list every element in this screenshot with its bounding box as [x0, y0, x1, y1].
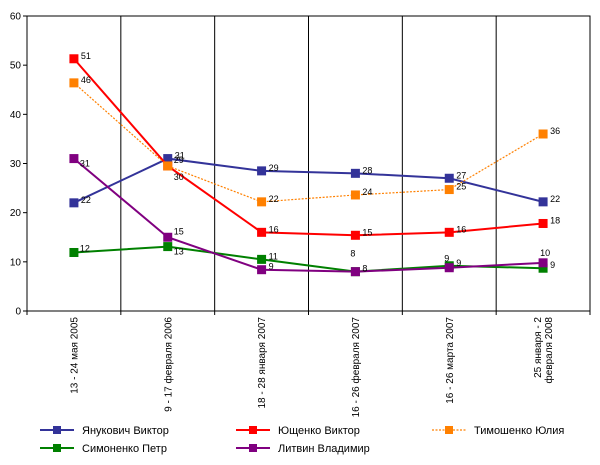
data-label: 8: [350, 249, 355, 259]
data-label: 29: [269, 163, 279, 173]
data-label: 9: [444, 254, 449, 264]
x-category-label: 16 - 26 февраля 2007: [350, 317, 362, 418]
series-layer: [69, 54, 548, 277]
y-tick-label: 10: [10, 257, 22, 268]
data-point: [538, 218, 548, 228]
legend-swatch-marker: [249, 426, 257, 434]
data-point: [69, 198, 79, 208]
axes: 0 10 20 30 40 50 60 13 - 24 мая 2005 9 - 17 февр…: [10, 12, 591, 418]
x-category-label: 18 - 28 января 2007: [257, 317, 268, 409]
data-point: [69, 247, 79, 257]
x-category-label: 25 января - 2февраля 2008: [533, 317, 555, 384]
data-label: 22: [550, 194, 560, 204]
data-point: [444, 185, 454, 195]
data-point: [69, 54, 79, 64]
data-label: 16: [269, 224, 279, 234]
legend: Янукович Виктор Ющенко Виктор Тимошенко Юл…: [40, 425, 564, 455]
y-tick-label: 30: [10, 159, 22, 170]
data-point: [257, 197, 267, 207]
data-point: [538, 258, 548, 268]
data-label: 31: [80, 159, 90, 169]
data-point: [538, 129, 548, 139]
series-line: [73, 82, 544, 203]
data-label: 28: [362, 165, 372, 175]
data-point: [538, 197, 548, 207]
data-point: [538, 263, 548, 273]
legend-swatch-marker: [445, 426, 453, 434]
data-point: [69, 154, 79, 164]
data-label: 15: [362, 227, 372, 237]
x-category-label: 13 - 24 мая 2005: [69, 317, 80, 394]
data-label: 30: [174, 172, 184, 182]
data-point: [163, 232, 173, 242]
legend-swatch-marker: [249, 444, 257, 452]
data-point: [444, 263, 454, 273]
data-label: 25: [456, 182, 466, 192]
data-label: 29: [174, 155, 184, 165]
legend-swatch-marker: [53, 444, 61, 452]
data-label: 22: [81, 195, 91, 205]
series-line: [73, 58, 544, 237]
data-point: [257, 254, 267, 264]
data-point: [444, 173, 454, 183]
x-category-label: 9 - 17 февраля 2006: [162, 317, 174, 412]
legend-label: Литвин Владимир: [278, 443, 370, 455]
data-label: 12: [80, 243, 90, 253]
data-label: 8: [362, 264, 367, 274]
data-point: [350, 267, 360, 277]
y-tick-label: 40: [10, 110, 22, 121]
data-point: [444, 227, 454, 237]
y-tick-label: 60: [10, 12, 22, 23]
data-point: [163, 161, 173, 171]
data-label: 15: [174, 226, 184, 236]
x-category-label: 16 - 26 марта 2007: [445, 317, 456, 404]
data-point: [350, 168, 360, 178]
y-tick-label: 20: [10, 208, 22, 219]
data-label: 9: [550, 260, 555, 270]
data-label: 9: [456, 258, 461, 268]
legend-label: Ющенко Виктор: [278, 425, 360, 437]
series-line: [73, 157, 544, 204]
data-label: 24: [362, 187, 372, 197]
series-line: [73, 157, 544, 273]
data-label: 22: [269, 194, 279, 204]
legend-swatch-marker: [53, 426, 61, 434]
y-tick-label: 50: [10, 61, 22, 72]
data-point: [163, 154, 173, 164]
data-label: 16: [456, 224, 466, 234]
data-point: [163, 242, 173, 252]
data-point: [257, 227, 267, 237]
legend-label: Янукович Виктор: [82, 425, 169, 437]
data-point: [69, 78, 79, 88]
legend-label: Тимошенко Юлия: [474, 425, 564, 437]
data-label: 46: [81, 75, 91, 85]
legend-label: Симоненко Петр: [82, 443, 167, 455]
data-point: [350, 190, 360, 200]
data-label: 51: [81, 51, 91, 61]
data-label: 13: [174, 247, 184, 257]
data-label: 27: [456, 170, 466, 180]
data-label: 31: [175, 151, 185, 161]
data-point: [350, 230, 360, 240]
data-label: 10: [540, 248, 550, 258]
data-point: [257, 265, 267, 275]
data-label: 9: [269, 262, 274, 272]
data-label: 18: [550, 215, 560, 225]
data-point: [257, 166, 267, 176]
data-label: 36: [550, 126, 560, 136]
data-label: 11: [269, 251, 278, 261]
y-tick-label: 0: [15, 307, 21, 318]
